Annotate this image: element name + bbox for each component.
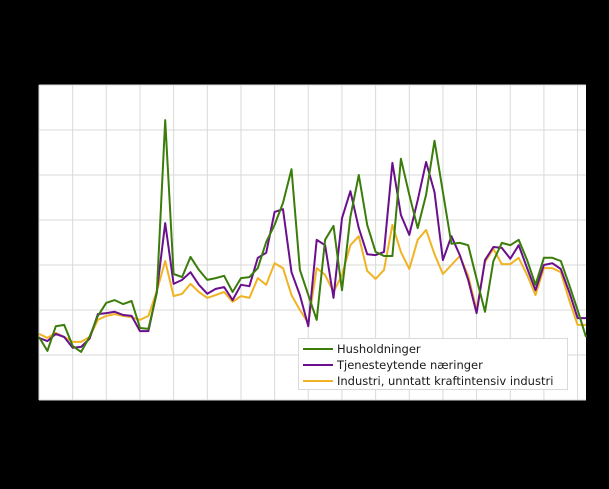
legend-item-tjenesteytende: Tjenesteytende næringer — [303, 357, 563, 373]
series-line — [38, 223, 586, 343]
legend: Husholdninger Tjenesteytende næringer In… — [298, 338, 568, 390]
legend-label: Husholdninger — [337, 342, 421, 356]
data-lines — [38, 119, 587, 353]
legend-swatch-yellow — [303, 380, 333, 382]
legend-item-husholdninger: Husholdninger — [303, 341, 563, 357]
legend-item-industri: Industri, unntatt kraftintensiv industri — [303, 373, 563, 389]
legend-swatch-purple — [303, 364, 333, 366]
series-line — [38, 161, 586, 349]
legend-swatch-green — [303, 348, 333, 350]
series-line — [38, 119, 587, 353]
legend-label: Tjenesteytende næringer — [337, 358, 483, 372]
legend-label: Industri, unntatt kraftintensiv industri — [337, 374, 554, 388]
